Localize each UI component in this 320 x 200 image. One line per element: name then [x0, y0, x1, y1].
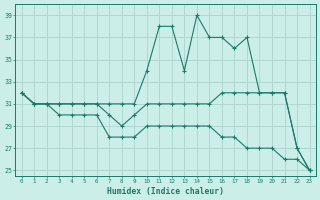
X-axis label: Humidex (Indice chaleur): Humidex (Indice chaleur) — [107, 187, 224, 196]
